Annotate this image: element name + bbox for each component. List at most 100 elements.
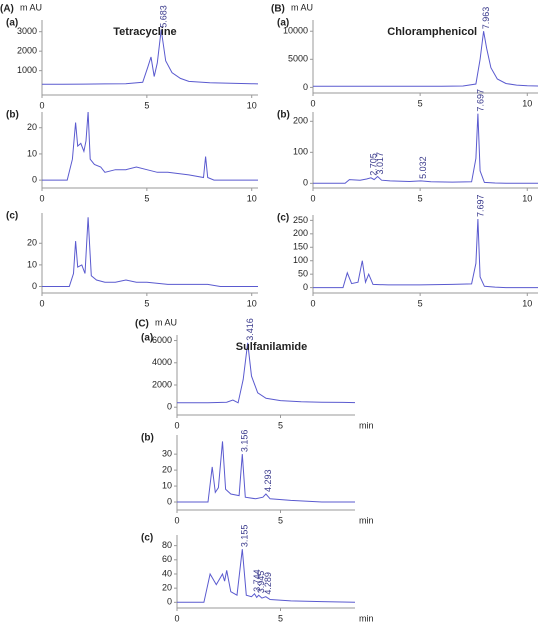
peak-label: 2.705 [368,153,378,176]
trace [177,549,356,603]
y-tick-label: 2000 [17,46,37,56]
peak-label: 5.683 [159,5,169,28]
trace [177,441,355,503]
x-tick-label: 10 [522,98,532,108]
y-tick-label: 60 [162,554,172,564]
y-tick-label: 30 [162,449,172,459]
y-axis-label: m AU [291,2,313,12]
y-tick-label: 4000 [152,357,172,367]
x-tick-label: 0 [310,193,315,203]
x-tick-label: 0 [39,100,44,110]
panel-label: (b) [277,110,290,121]
y-tick-label: 0 [32,281,37,291]
x-tick-label: 0 [39,298,44,308]
peak-label: 3.416 [245,318,255,341]
y-tick-label: 100 [293,147,308,157]
y-tick-label: 5000 [288,54,308,64]
trace [42,111,258,181]
x-axis-label: min [359,613,374,623]
y-tick-label: 10000 [283,26,308,36]
peak-label: 4.293 [263,470,273,493]
peak-label: 7.697 [475,195,485,218]
x-axis-label: min [359,515,374,525]
y-tick-label: 6000 [152,335,172,345]
x-tick-label: 5 [278,420,283,430]
y-tick-label: 1000 [17,65,37,75]
trace [177,342,356,404]
x-tick-label: 10 [247,100,257,110]
peak-label: 7.963 [481,7,491,30]
y-tick-label: 50 [298,269,308,279]
y-tick-label: 0 [303,82,308,92]
x-tick-label: 0 [310,98,315,108]
x-tick-label: 5 [278,613,283,623]
trace [42,29,259,85]
x-tick-label: 5 [278,515,283,525]
panel-label: (a) [6,18,18,29]
x-tick-label: 5 [418,193,423,203]
x-tick-label: 0 [174,420,179,430]
peak-label: 7.697 [475,89,485,112]
y-tick-label: 2000 [152,379,172,389]
panel-label: (c) [141,533,153,544]
y-tick-label: 20 [27,122,37,132]
y-tick-label: 150 [293,242,308,252]
y-tick-label: 10 [27,259,37,269]
figure-label: (C) [135,319,149,330]
panel-label: (a) [277,18,289,29]
trace [313,113,538,184]
peak-label: 3.155 [240,525,250,548]
x-tick-label: 0 [174,515,179,525]
y-tick-label: 20 [162,464,172,474]
x-tick-label: 5 [144,100,149,110]
y-tick-label: 10 [27,148,37,158]
x-tick-label: 10 [522,298,532,308]
x-tick-label: 5 [144,298,149,308]
x-tick-label: 0 [39,193,44,203]
y-tick-label: 20 [162,583,172,593]
y-tick-label: 0 [167,496,172,506]
figure-label: (B) [271,4,285,15]
y-tick-label: 20 [27,238,37,248]
y-tick-label: 0 [167,597,172,607]
y-tick-label: 250 [293,215,308,225]
y-tick-label: 0 [167,402,172,412]
trace [42,217,258,287]
x-tick-label: 5 [418,98,423,108]
x-tick-label: 5 [418,298,423,308]
peak-label: 5.032 [418,156,428,179]
x-tick-label: 5 [144,193,149,203]
y-tick-label: 0 [32,175,37,185]
panel-label: (b) [141,433,154,444]
y-tick-label: 0 [303,282,308,292]
x-tick-label: 0 [310,298,315,308]
panel-label: (c) [6,211,18,222]
y-axis-label: m AU [155,317,177,327]
x-tick-label: 10 [247,193,257,203]
y-tick-label: 10 [162,480,172,490]
figure-label: (A) [0,4,14,15]
y-tick-label: 200 [293,228,308,238]
panel-label: (a) [141,333,153,344]
panel-label: (c) [277,213,289,224]
panel-title: Chloramphenicol [387,26,477,38]
x-tick-label: 10 [247,298,257,308]
y-axis-label: m AU [20,2,42,12]
panel-label: (b) [6,110,19,121]
y-tick-label: 200 [293,116,308,126]
peak-label: 3.945 [256,571,266,594]
y-tick-label: 100 [293,255,308,265]
x-axis-label: min [359,420,374,430]
peak-label: 3.017 [375,152,385,175]
peak-label: 3.744 [252,569,262,592]
y-tick-label: 3000 [17,26,37,36]
panel-title: Tetracycline [113,26,176,38]
trace [313,31,539,87]
panel-title: Sulfanilamide [236,341,308,353]
y-tick-label: 80 [162,540,172,550]
trace [313,218,538,289]
peak-label: 4.289 [263,572,273,595]
y-tick-label: 40 [162,568,172,578]
x-tick-label: 0 [174,613,179,623]
